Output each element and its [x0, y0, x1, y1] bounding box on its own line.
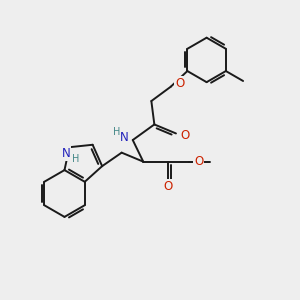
Text: H: H — [72, 154, 80, 164]
Text: O: O — [176, 77, 184, 90]
Text: H: H — [113, 127, 121, 136]
Text: N: N — [120, 130, 129, 143]
Text: O: O — [163, 180, 172, 193]
Text: O: O — [181, 129, 190, 142]
Text: O: O — [194, 155, 203, 168]
Text: N: N — [61, 147, 70, 160]
